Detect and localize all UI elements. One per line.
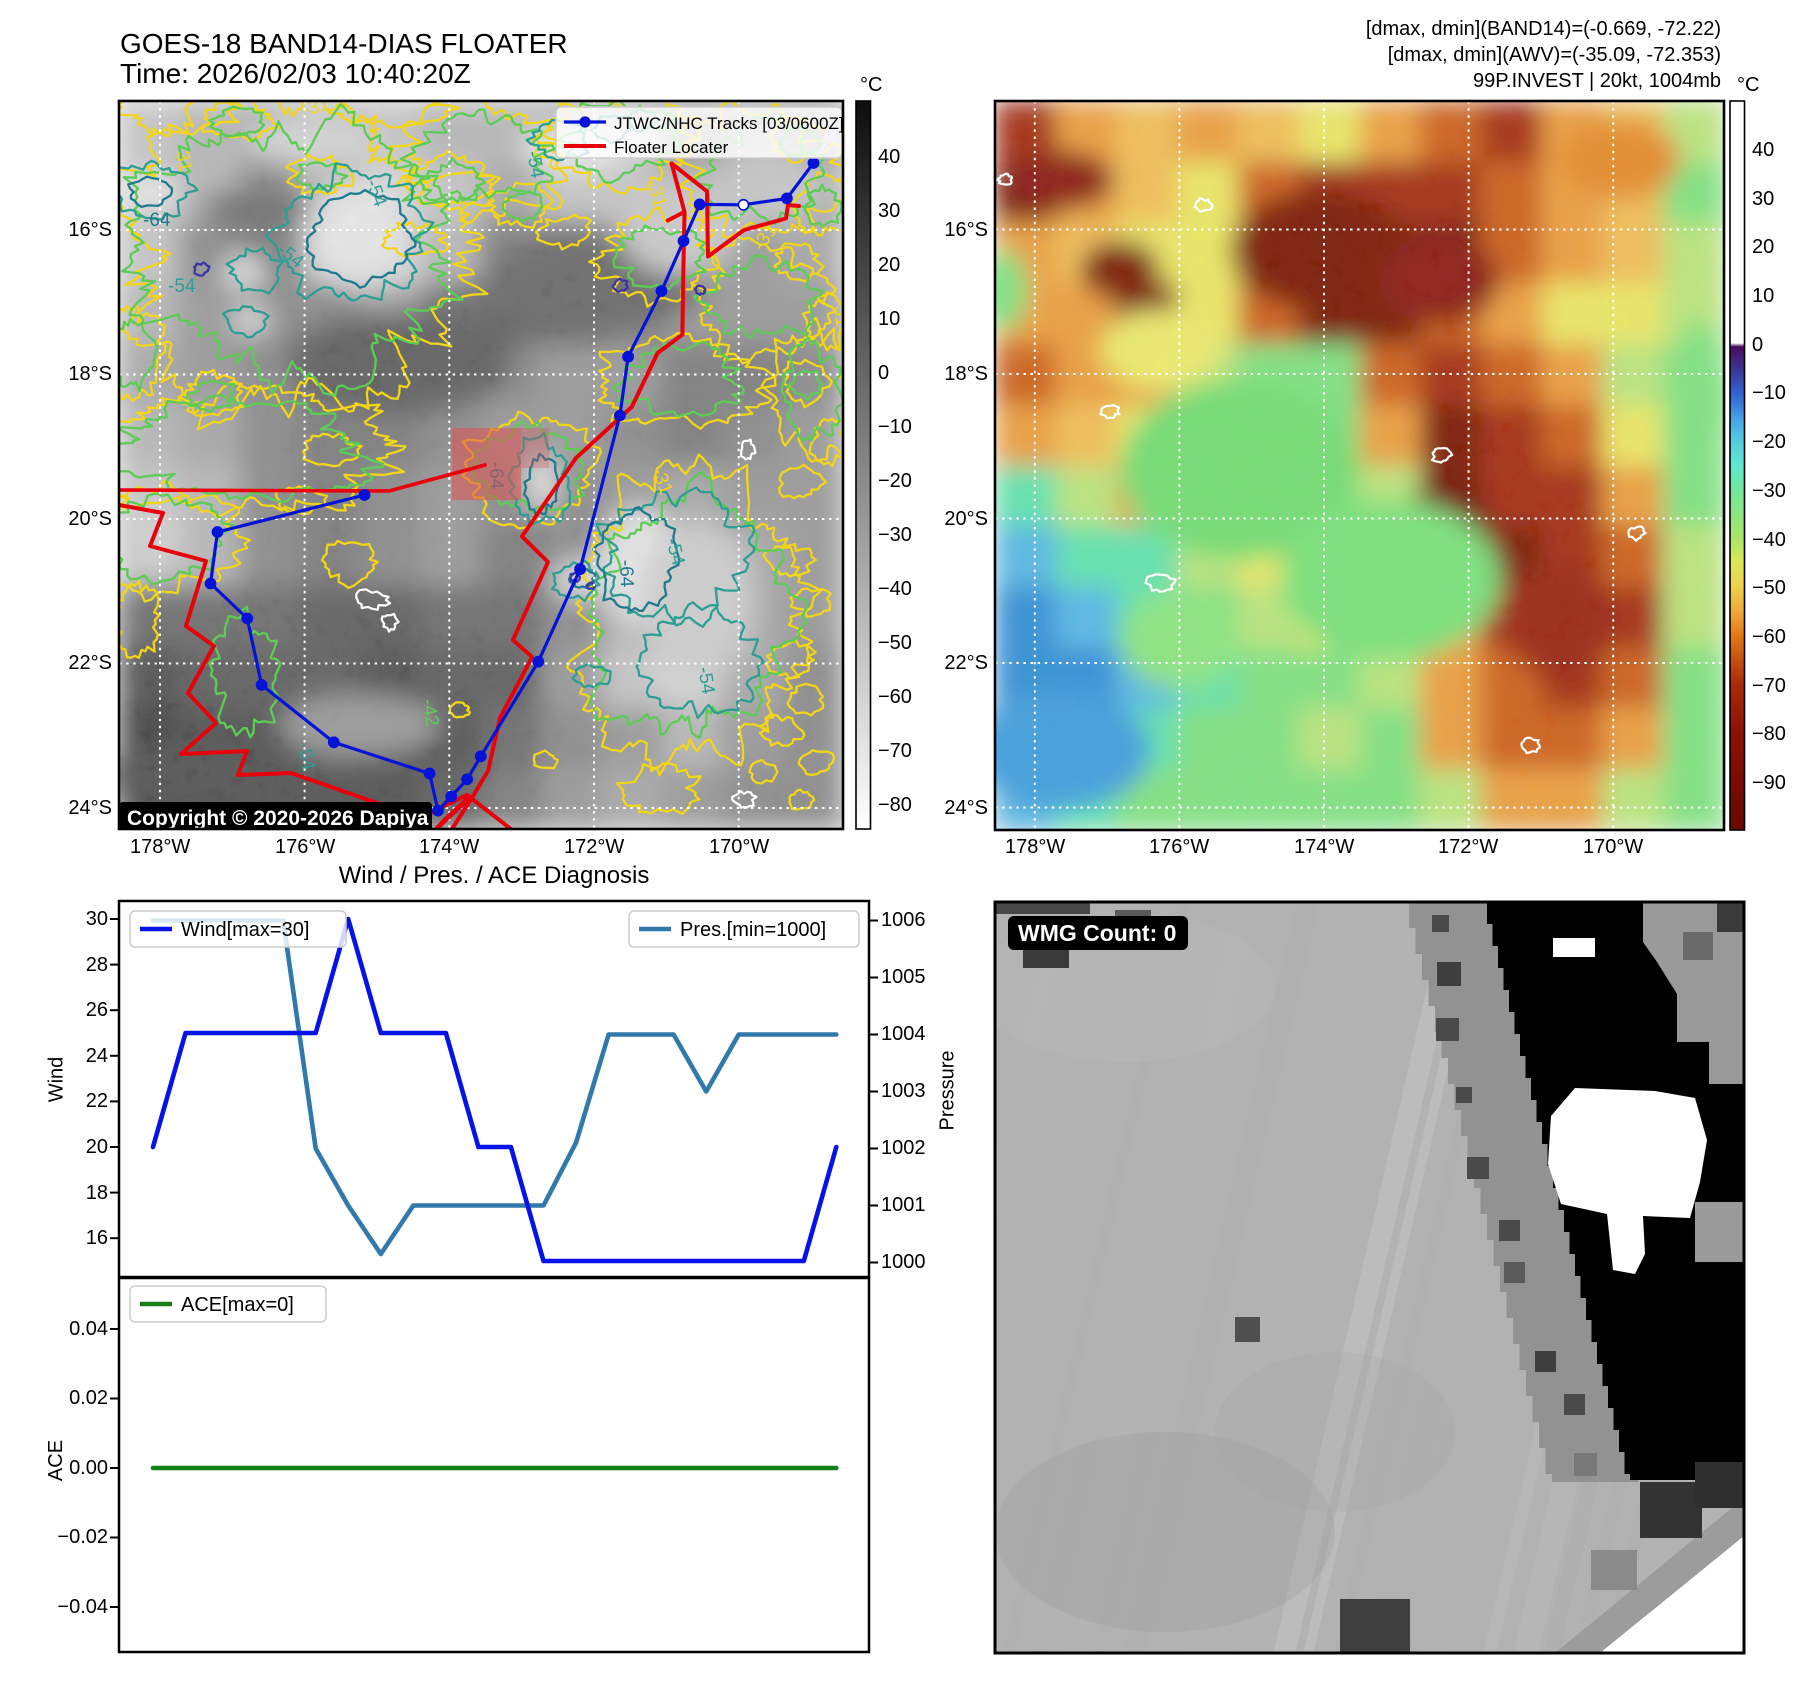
svg-text:-54: -54 [693, 665, 719, 696]
svg-text:Pres.[min=1000]: Pres.[min=1000] [680, 919, 826, 941]
svg-text:JTWC/NHC Tracks [03/0600Z]: JTWC/NHC Tracks [03/0600Z] [614, 114, 844, 133]
svg-text:Wind[max=30]: Wind[max=30] [181, 919, 309, 941]
svg-text:Floater Locater: Floater Locater [614, 138, 729, 157]
svg-text:-54: -54 [293, 741, 319, 772]
svg-text:-54: -54 [522, 149, 548, 180]
svg-text:-64: -64 [615, 559, 637, 588]
svg-text:ACE[max=0]: ACE[max=0] [181, 1294, 294, 1316]
svg-text:WMG Count: 0: WMG Count: 0 [1018, 920, 1176, 946]
svg-text:-54: -54 [168, 276, 196, 297]
svg-text:-42: -42 [417, 697, 442, 728]
svg-text:31: 31 [171, 149, 195, 173]
svg-text:-31: -31 [829, 299, 852, 328]
svg-text:Copyright © 2020-2026 Dapiya: Copyright © 2020-2026 Dapiya [127, 807, 429, 830]
svg-text:-64: -64 [143, 210, 171, 231]
